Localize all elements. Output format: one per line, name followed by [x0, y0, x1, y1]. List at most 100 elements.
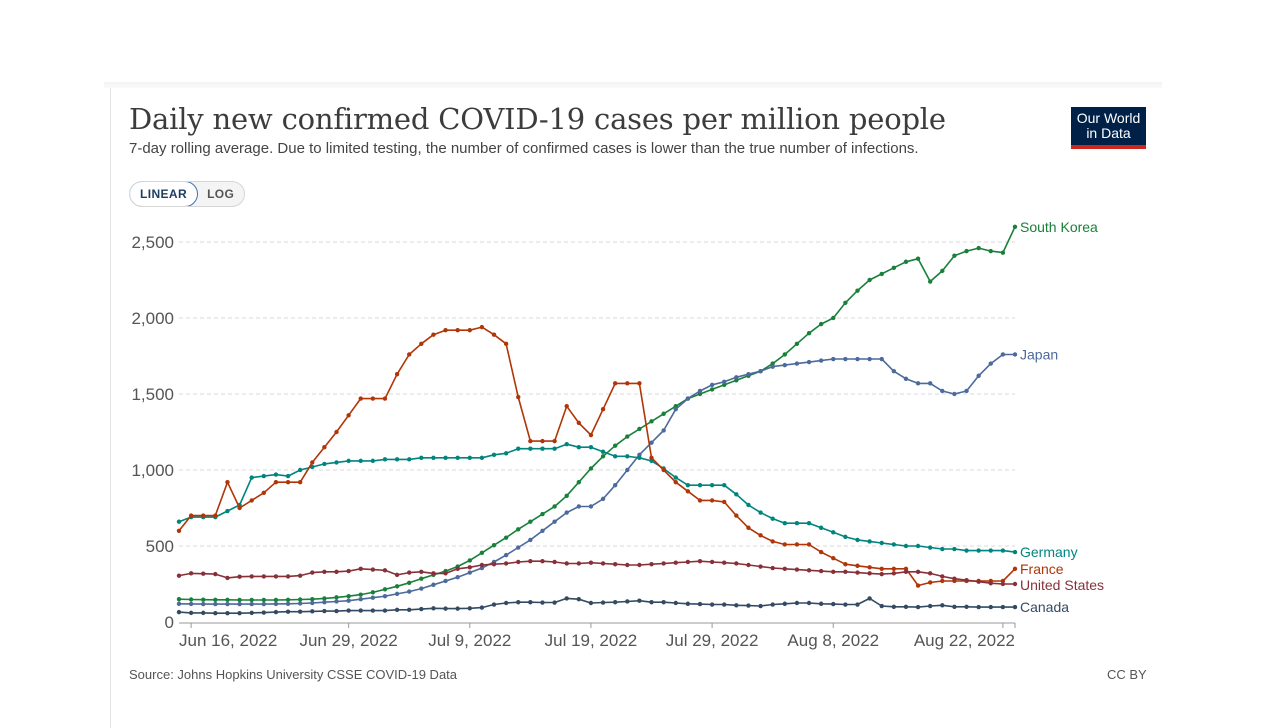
scale-toggle: LINEAR LOG	[129, 181, 246, 207]
point-canada	[964, 604, 969, 609]
point-germany	[588, 445, 594, 450]
point-canada	[782, 601, 787, 606]
point-united-states	[649, 562, 654, 567]
label-south-korea: South Korea	[1020, 219, 1098, 235]
point-south-korea	[806, 331, 812, 336]
x-tick-label: Jun 16, 2022	[179, 631, 277, 650]
point-south-korea	[491, 543, 497, 548]
point-united-states	[600, 561, 606, 566]
x-tick-label: Jul 19, 2022	[545, 631, 638, 650]
point-canada	[370, 608, 376, 613]
point-japan	[697, 388, 703, 394]
point-france	[431, 332, 436, 337]
point-japan	[261, 601, 267, 607]
point-canada	[988, 604, 993, 610]
point-japan	[419, 586, 424, 591]
license-link[interactable]: CC BY	[1107, 667, 1147, 682]
point-united-states	[915, 569, 921, 575]
point-france	[915, 583, 921, 588]
point-united-states	[285, 574, 291, 579]
point-france	[722, 499, 727, 505]
linear-scale-button[interactable]: LINEAR	[130, 182, 199, 206]
point-germany	[1000, 548, 1006, 553]
point-germany	[516, 446, 521, 451]
point-france	[637, 381, 642, 386]
point-germany	[346, 458, 351, 464]
point-japan	[806, 359, 812, 365]
point-france	[649, 455, 654, 461]
point-france	[697, 498, 703, 503]
point-japan	[564, 510, 569, 515]
point-canada	[879, 603, 884, 609]
point-germany	[431, 455, 436, 461]
point-united-states	[310, 570, 315, 575]
point-south-korea	[867, 277, 872, 283]
point-japan	[673, 407, 678, 412]
point-germany	[831, 530, 836, 535]
point-germany	[455, 455, 460, 461]
point-germany	[310, 464, 315, 470]
point-united-states	[988, 581, 993, 586]
point-france	[564, 403, 569, 409]
point-japan	[237, 601, 242, 607]
point-canada	[685, 601, 691, 606]
point-south-korea	[176, 597, 182, 602]
owid-logo[interactable]: Our World in Data	[1071, 107, 1146, 149]
label-canada: Canada	[1020, 599, 1069, 615]
point-germany	[770, 516, 775, 521]
point-united-states	[612, 562, 618, 567]
chart-subtitle: 7-day rolling average. Due to limited te…	[129, 140, 919, 157]
point-germany	[443, 455, 448, 461]
point-japan	[455, 574, 460, 580]
point-south-korea	[794, 341, 800, 347]
point-germany	[491, 452, 497, 457]
point-canada	[358, 608, 363, 613]
point-japan	[540, 528, 545, 533]
point-france	[770, 539, 775, 544]
y-tick-label: 2,500	[131, 233, 174, 252]
point-france	[346, 413, 351, 418]
point-united-states	[891, 571, 897, 576]
point-germany	[697, 483, 703, 488]
point-germany	[419, 455, 424, 461]
point-canada	[940, 603, 945, 608]
point-united-states	[516, 559, 521, 565]
point-united-states	[552, 559, 557, 565]
point-japan	[600, 496, 606, 502]
point-canada	[479, 605, 485, 610]
point-france	[528, 438, 533, 444]
point-japan	[770, 364, 775, 369]
point-germany	[479, 455, 485, 461]
point-france	[709, 498, 715, 503]
point-united-states	[273, 574, 279, 579]
point-germany	[358, 458, 363, 464]
point-united-states	[722, 560, 727, 565]
point-south-korea	[1000, 250, 1006, 255]
point-france	[297, 479, 303, 485]
point-france	[867, 565, 872, 570]
point-france	[358, 396, 363, 401]
point-canada	[588, 600, 594, 606]
point-canada	[467, 606, 472, 611]
point-canada	[661, 600, 666, 605]
point-germany	[976, 548, 981, 553]
point-japan	[503, 552, 509, 558]
point-south-korea	[479, 550, 485, 556]
point-france	[394, 372, 400, 377]
point-france	[891, 566, 897, 571]
point-south-korea	[940, 268, 945, 274]
point-canada	[188, 610, 194, 616]
point-japan	[915, 381, 921, 386]
point-united-states	[976, 579, 981, 584]
label-germany: Germany	[1020, 544, 1078, 560]
log-scale-button[interactable]: LOG	[207, 187, 235, 201]
point-united-states	[625, 562, 630, 568]
point-south-korea	[528, 519, 533, 524]
point-germany	[540, 446, 545, 451]
point-united-states	[176, 573, 182, 578]
point-japan	[394, 591, 400, 597]
point-france	[261, 490, 267, 495]
point-japan	[685, 396, 691, 401]
gridlines	[179, 241, 1015, 547]
point-united-states	[382, 568, 388, 573]
